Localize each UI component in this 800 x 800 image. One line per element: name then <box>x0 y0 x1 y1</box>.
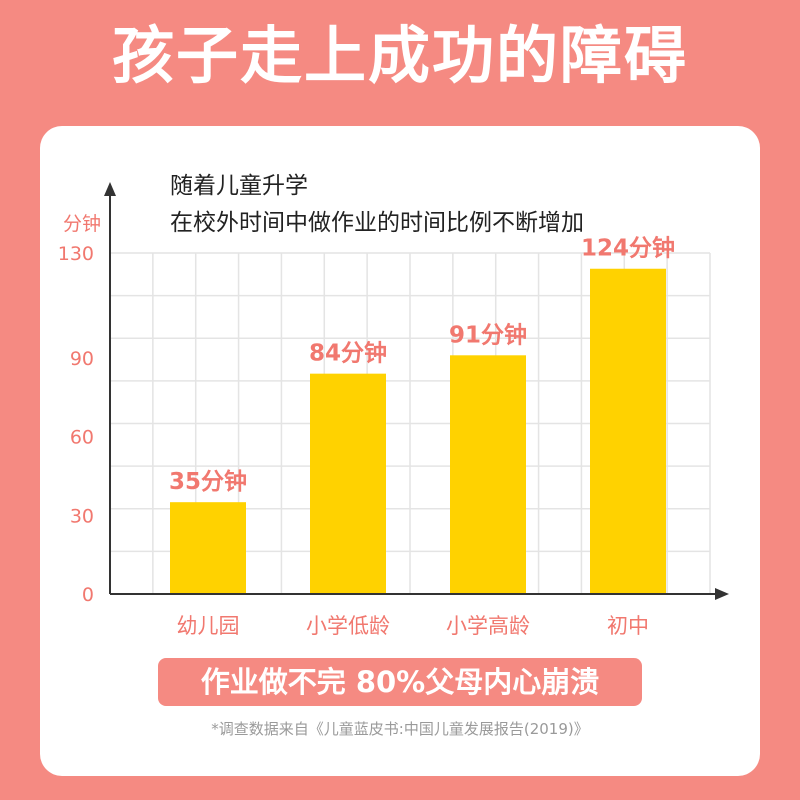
y-tick-label: 0 <box>82 584 94 606</box>
chart-title-line-1: 随着儿童升学 <box>170 173 308 199</box>
data-label: 91分钟 <box>449 322 527 348</box>
axes <box>104 182 729 600</box>
y-tick-label: 30 <box>70 505 94 527</box>
data-label: 124分钟 <box>581 236 675 262</box>
y-tick-label: 60 <box>70 427 94 449</box>
source-footnote: *调查数据来自《儿童蓝皮书:中国儿童发展报告(2019)》 <box>211 720 589 738</box>
bar-chart: 0 30 60 90 130 35分钟 84分钟 91分钟 124分钟 幼儿园 小学低龄 小学高龄… <box>58 173 729 638</box>
bar <box>450 355 526 594</box>
chart-title-line-2: 在校外时间中做作业的时间比例不断增加 <box>170 210 584 236</box>
bar <box>310 373 386 594</box>
x-tick-label: 初中 <box>607 614 649 638</box>
data-label: 35分钟 <box>169 469 247 495</box>
y-tick-label: 90 <box>70 348 94 370</box>
bars <box>170 268 666 594</box>
x-tick-label: 小学低龄 <box>306 614 390 638</box>
data-label: 84分钟 <box>309 341 387 367</box>
bar <box>170 502 246 594</box>
data-labels: 35分钟 84分钟 91分钟 124分钟 <box>169 236 675 495</box>
bar <box>590 268 666 594</box>
highlight-banner: 作业做不完 80%父母内心崩溃 <box>158 658 642 706</box>
y-tick-labels: 0 30 60 90 130 <box>58 243 94 606</box>
y-tick-label: 130 <box>58 243 94 265</box>
x-axis-arrow <box>715 588 729 600</box>
x-tick-label: 幼儿园 <box>177 614 240 638</box>
x-tick-label: 小学高龄 <box>446 614 530 638</box>
y-axis-label: 分钟 <box>63 213 101 235</box>
page-title: 孩子走上成功的障碍 <box>111 19 688 92</box>
y-axis-arrow <box>104 182 116 196</box>
x-tick-labels: 幼儿园 小学低龄 小学高龄 初中 <box>177 614 650 638</box>
